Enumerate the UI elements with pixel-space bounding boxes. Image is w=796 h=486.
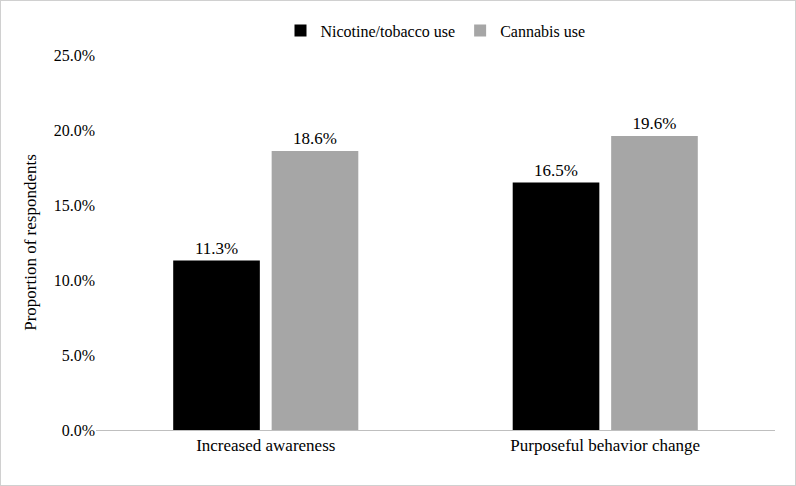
svg-text:Proportion of respondents: Proportion of respondents (21, 154, 40, 331)
svg-text:10.0%: 10.0% (54, 272, 95, 289)
svg-text:18.6%: 18.6% (293, 129, 337, 148)
svg-text:11.3%: 11.3% (195, 239, 238, 258)
svg-text:16.5%: 16.5% (534, 161, 578, 180)
svg-text:Purposeful behavior change: Purposeful behavior change (510, 436, 700, 455)
svg-text:Nicotine/tobacco use: Nicotine/tobacco use (321, 23, 456, 40)
svg-text:20.0%: 20.0% (54, 122, 95, 139)
svg-text:15.0%: 15.0% (54, 197, 95, 214)
svg-text:Cannabis use: Cannabis use (500, 23, 585, 40)
svg-text:5.0%: 5.0% (62, 347, 95, 364)
svg-text:25.0%: 25.0% (54, 47, 95, 64)
svg-text:19.6%: 19.6% (633, 114, 677, 133)
svg-text:Increased awareness: Increased awareness (196, 436, 335, 455)
svg-text:0.0%: 0.0% (62, 422, 95, 439)
